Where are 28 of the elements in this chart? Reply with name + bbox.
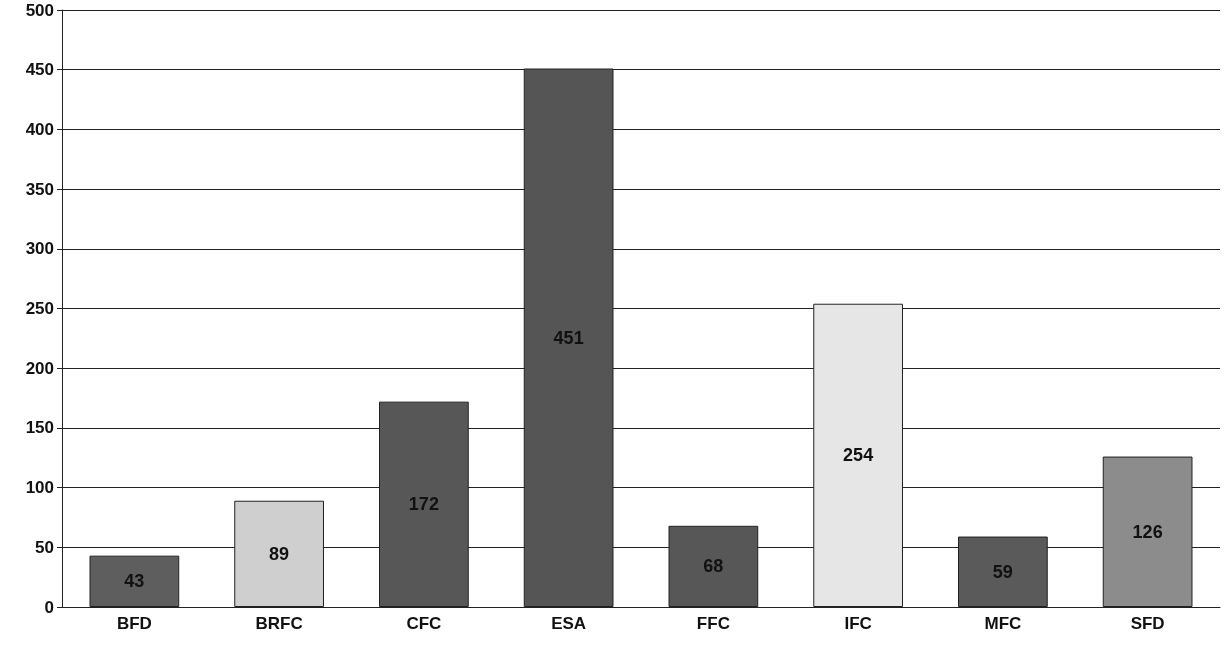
y-tick-label: 350 — [25, 179, 54, 199]
y-tick-label: 150 — [25, 418, 54, 438]
x-tick-label: CFC — [406, 614, 442, 633]
y-tick-label: 250 — [25, 299, 54, 318]
data-label: 451 — [553, 327, 584, 348]
x-tick-label: SFD — [1130, 614, 1165, 633]
y-tick-label: 300 — [25, 239, 54, 259]
bar — [89, 555, 180, 607]
x-tick-label: BFD — [116, 614, 152, 633]
x-tick-label: FFC — [696, 614, 730, 633]
x-tick-label: ESA — [551, 614, 587, 633]
y-tick-label: 0 — [44, 597, 54, 617]
y-tick-label: 100 — [25, 478, 54, 498]
data-label: 126 — [1132, 521, 1163, 542]
y-tick-label: 200 — [25, 358, 54, 378]
x-tick-label: BRFC — [255, 614, 303, 633]
data-label: 172 — [408, 494, 439, 515]
y-tick-label: 50 — [35, 537, 54, 557]
y-tick-label: 450 — [25, 60, 54, 80]
y-tick-label: 400 — [25, 119, 54, 139]
y-tick-label: 500 — [25, 0, 54, 20]
data-label: 43 — [124, 571, 145, 592]
x-tick-label: MFC — [984, 614, 1022, 633]
data-label: 59 — [992, 561, 1013, 582]
data-label: 254 — [843, 445, 874, 466]
data-label: 89 — [269, 543, 290, 564]
x-tick-label: IFC — [844, 614, 872, 633]
data-label: 68 — [703, 556, 724, 577]
